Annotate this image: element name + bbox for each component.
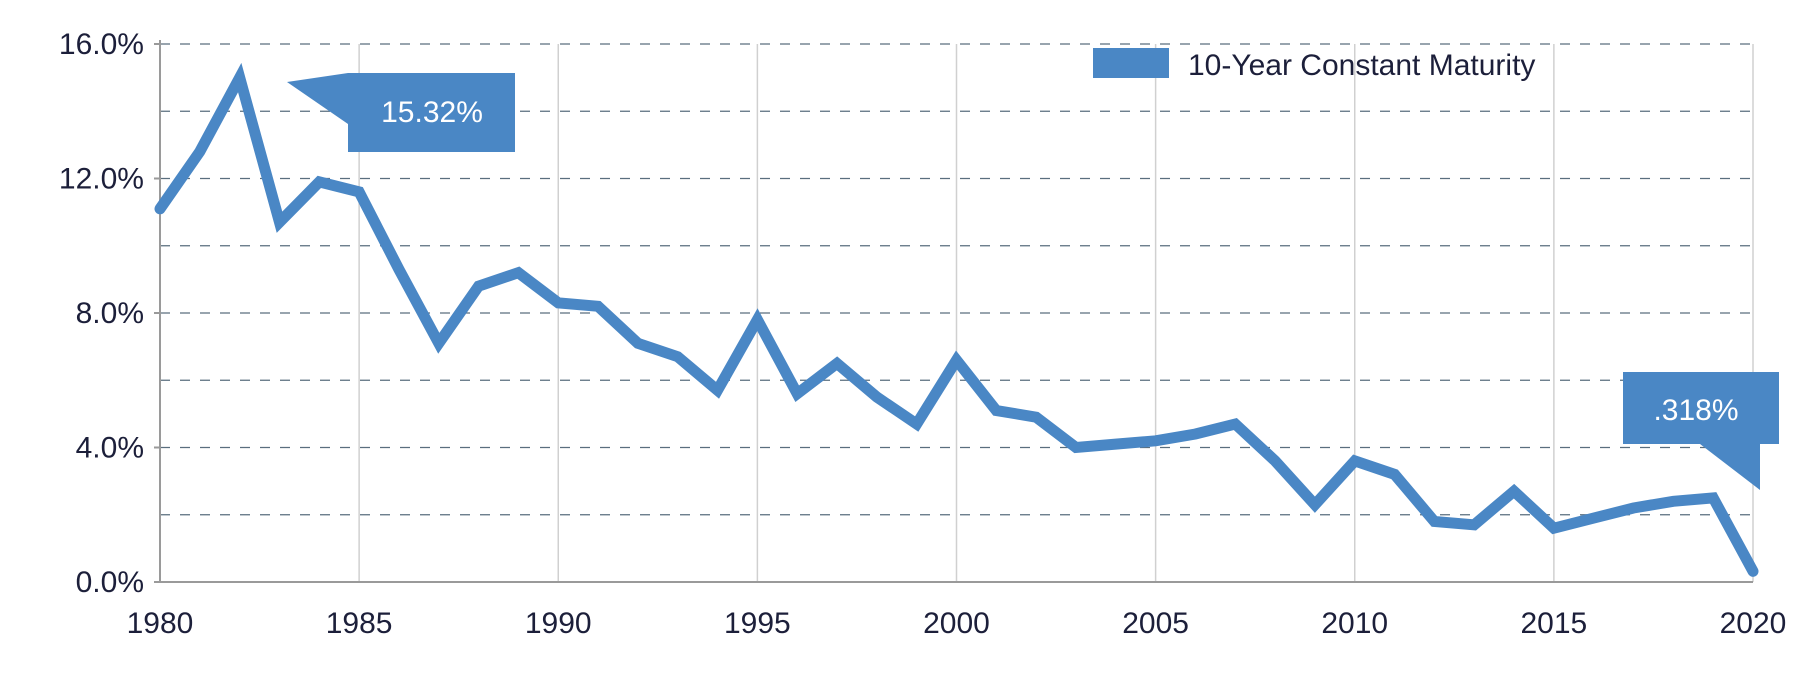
peak-callout-label: 15.32% — [381, 96, 483, 129]
peak-callout-pointer — [287, 73, 348, 82]
peak-callout: 15.32% — [287, 73, 515, 152]
axis-layer: 0.0% 4.0% 8.0% 12.0% 16.0% 1980 1985 1990 1995 20… — [59, 28, 1786, 640]
legend-item: 10-Year Constant Maturity — [1093, 48, 1535, 82]
y-tick-label: 8.0% — [76, 297, 144, 330]
latest-callout: .318% — [1623, 372, 1779, 490]
y-tick-label: 16.0% — [59, 28, 144, 61]
peak-callout-box — [287, 73, 515, 152]
x-tick-label: 2020 — [1720, 607, 1787, 640]
y-tick-label: 0.0% — [76, 566, 144, 599]
legend: 10-Year Constant Maturity — [1093, 48, 1535, 82]
x-tick-label: 1985 — [326, 607, 393, 640]
y-tick-label: 12.0% — [59, 163, 144, 196]
x-tick-label: 2010 — [1321, 607, 1388, 640]
legend-swatch — [1093, 48, 1169, 78]
x-tick-label: 2015 — [1521, 607, 1588, 640]
x-tick-label: 2000 — [923, 607, 990, 640]
series-layer — [154, 62, 1759, 577]
latest-callout-box — [1623, 372, 1779, 444]
x-tick-label: 1995 — [724, 607, 791, 640]
latest-callout-pointer — [1700, 444, 1760, 490]
latest-callout-label: .318% — [1653, 394, 1738, 427]
series-line-0 — [154, 62, 1759, 577]
legend-label: 10-Year Constant Maturity — [1188, 49, 1535, 82]
x-tick-label: 1990 — [525, 607, 592, 640]
x-tick-label: 1980 — [127, 607, 194, 640]
callout-layer: 15.32% .318% — [287, 73, 1779, 490]
x-tick-label: 2005 — [1122, 607, 1189, 640]
y-tick-label: 4.0% — [76, 432, 144, 465]
